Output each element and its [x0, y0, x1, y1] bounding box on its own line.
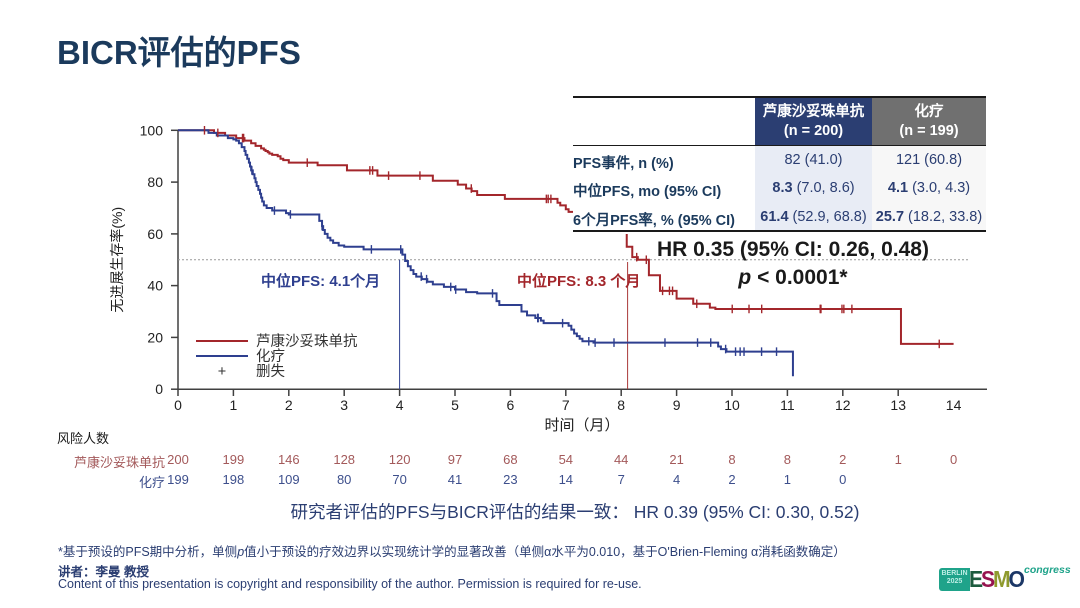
- svg-text:+: +: [218, 364, 226, 380]
- svg-text:1: 1: [230, 397, 238, 413]
- svg-text:3: 3: [340, 397, 348, 413]
- svg-text:中位PFS: 4.1个月: 中位PFS: 4.1个月: [261, 272, 380, 290]
- svg-text:60: 60: [147, 226, 163, 242]
- svg-text:4: 4: [396, 397, 404, 413]
- svg-text:12: 12: [835, 397, 851, 413]
- svg-text:10: 10: [724, 397, 740, 413]
- svg-text:20: 20: [147, 329, 163, 345]
- svg-text:7: 7: [562, 397, 570, 413]
- svg-text:80: 80: [147, 174, 163, 190]
- svg-text:11: 11: [780, 397, 795, 413]
- svg-text:时间（月）: 时间（月）: [544, 417, 619, 434]
- svg-text:8: 8: [617, 397, 625, 413]
- svg-text:14: 14: [946, 397, 962, 413]
- svg-text:6: 6: [507, 397, 515, 413]
- svg-text:芦康沙妥珠单抗: 芦康沙妥珠单抗: [256, 333, 358, 350]
- svg-text:2: 2: [285, 397, 293, 413]
- svg-text:无进展生存率(%): 无进展生存率(%): [109, 207, 125, 313]
- svg-text:40: 40: [147, 278, 163, 294]
- svg-text:100: 100: [140, 122, 164, 138]
- svg-text:13: 13: [890, 397, 906, 413]
- svg-text:0: 0: [155, 381, 163, 397]
- svg-text:删失: 删失: [256, 363, 285, 380]
- svg-text:5: 5: [451, 397, 459, 413]
- svg-text:9: 9: [673, 397, 681, 413]
- svg-text:0: 0: [174, 397, 182, 413]
- svg-text:化疗: 化疗: [256, 348, 285, 365]
